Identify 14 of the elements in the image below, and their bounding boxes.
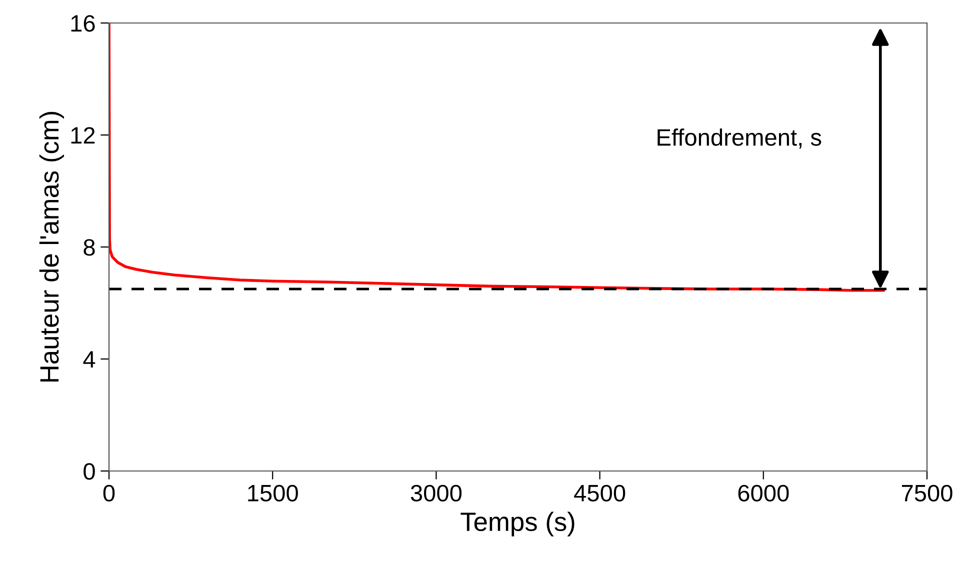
annotation: Effondrement, s (658, 128, 822, 149)
y-tick-label: 0 (84, 463, 95, 480)
x-tick-label: 7500 (902, 484, 952, 502)
y-tick-label: 4 (83, 351, 96, 368)
x-tick-label: 4500 (574, 484, 626, 502)
x-axis-title: Temps (s) (460, 512, 574, 536)
y-tick-label: 12 (71, 127, 95, 144)
x-tick-label: 0 (103, 484, 115, 502)
y-axis-title: Hauteur de l'amas (cm) (39, 112, 64, 382)
x-tick-label: 6000 (738, 484, 789, 502)
y-tick-label: 8 (84, 239, 95, 256)
x-tick-label: 1500 (248, 484, 298, 502)
x-tick-label: 3000 (410, 484, 462, 502)
y-tick-label: 16 (71, 15, 95, 32)
